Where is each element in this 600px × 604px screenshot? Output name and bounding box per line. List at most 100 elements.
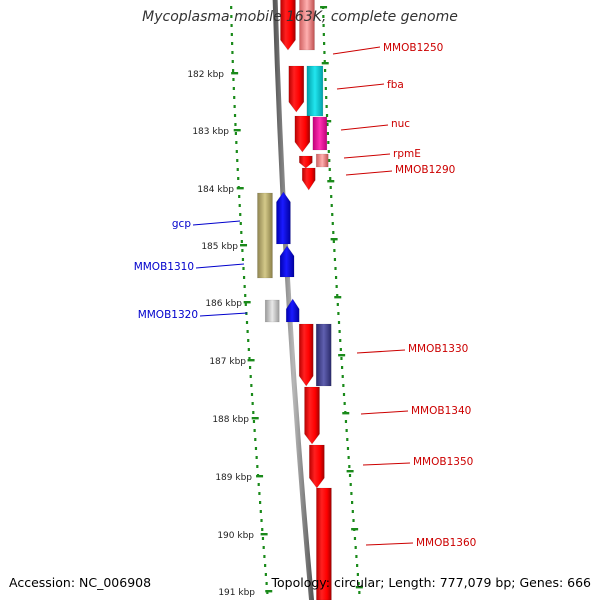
major-tick-outer [330, 238, 338, 241]
major-tick-outer [327, 180, 335, 183]
tick-label: 186 kbp [205, 299, 242, 309]
gene-label-mmob1250[interactable]: MMOB1250 [383, 42, 443, 54]
scale-dot-inner [232, 78, 235, 81]
scale-dot-inner [257, 483, 260, 486]
scale-dot-outer [330, 204, 333, 207]
scale-dot-outer [353, 537, 357, 540]
major-tick-outer [338, 354, 346, 357]
scale-dot-outer [339, 348, 342, 351]
genome-summary-text: Topology: circular; Length: 777,079 bp; … [271, 575, 592, 590]
scale-dot-inner [259, 510, 262, 513]
scale-dot-outer [329, 186, 332, 189]
gene-label-mmob1320[interactable]: MMOB1320 [138, 309, 198, 321]
scale-dot-inner [234, 132, 237, 135]
gene-block-mmob1320 [264, 299, 280, 323]
gene-block-mmob1320-arrow [285, 298, 300, 323]
scale-dot-inner [233, 96, 236, 99]
scale-dot-outer [356, 573, 359, 576]
gene-label-fba[interactable]: fba [387, 79, 404, 91]
scale-dot-outer [346, 447, 350, 450]
gene-block-mmob1250 [299, 0, 315, 51]
gene-label-mmob1290[interactable]: MMOB1290 [395, 164, 455, 176]
scale-dot-outer [332, 231, 335, 234]
scale-dot-outer [334, 276, 338, 279]
scale-dot-outer [329, 177, 332, 180]
scale-dot-inner [237, 177, 240, 180]
scale-dot-outer [325, 114, 329, 117]
gene-label-rpme[interactable]: rpmE [393, 148, 421, 160]
tick-label: 184 kbp [197, 185, 234, 195]
scale-dot-inner [231, 69, 235, 72]
scale-dot-inner [232, 87, 235, 90]
gene-label-gcp[interactable]: gcp [172, 218, 191, 230]
major-tick-inner [231, 72, 239, 75]
scale-dot-outer [322, 24, 325, 27]
scale-dot-outer [341, 375, 344, 378]
scale-dot-inner [248, 366, 252, 369]
gene-block-fba-left [288, 65, 305, 113]
scale-dot-inner [249, 375, 252, 378]
scale-dot-outer [331, 222, 334, 225]
scale-dot-inner [231, 51, 234, 54]
scale-dot-inner [244, 294, 247, 297]
scale-dot-outer [322, 33, 325, 36]
tick-label: 183 kbp [192, 127, 229, 137]
major-tick-outer [355, 586, 363, 589]
leader-line [360, 410, 409, 415]
scale-dot-outer [346, 438, 349, 441]
scale-dot-outer [351, 510, 354, 513]
gene-label-mmob1360[interactable]: MMOB1360 [416, 537, 476, 549]
scale-dot-inner [230, 24, 233, 27]
gene-label-leaders [192, 46, 414, 546]
scale-dot-outer [336, 303, 339, 306]
scale-dot-outer [327, 141, 330, 144]
genome-backbone [272, 0, 315, 604]
major-tick-outer [324, 120, 332, 123]
scale-dot-outer [327, 150, 330, 153]
major-tick-outer [321, 62, 329, 65]
tick-label: 191 kbp [218, 588, 255, 598]
gene-label-mmob1310[interactable]: MMOB1310 [134, 261, 194, 273]
scale-dot-inner [264, 573, 267, 576]
major-tick-inner [233, 129, 241, 132]
scale-dot-outer [338, 330, 341, 333]
leader-line [365, 542, 414, 546]
scale-dot-outer [323, 60, 326, 63]
tick-label: 190 kbp [217, 531, 254, 541]
gene-block-rpme [315, 153, 329, 168]
gene-label-mmob1330[interactable]: MMOB1330 [408, 343, 468, 355]
gene-label-nuc[interactable]: nuc [391, 118, 410, 130]
gene-block-mmob1290 [301, 167, 316, 191]
major-tick-inner [240, 244, 248, 247]
gene-block-nuc-left [294, 115, 311, 153]
gene-block-mmob1330-left [298, 323, 314, 387]
scale-dot-inner [250, 384, 253, 387]
scale-dot-outer [343, 402, 346, 405]
tick-label: 189 kbp [215, 473, 252, 483]
gene-label-mmob1350[interactable]: MMOB1350 [413, 456, 473, 468]
leader-line [192, 220, 241, 226]
scale-dot-inner [235, 141, 238, 144]
scale-dot-outer [337, 312, 340, 315]
major-tick-inner [247, 359, 255, 362]
scale-dot-inner [241, 249, 244, 252]
scale-dot-outer [336, 294, 339, 297]
scale-dot-inner [230, 6, 233, 9]
scale-dot-outer [348, 474, 352, 477]
scale-dot-inner [235, 150, 238, 153]
scale-dot-inner [259, 501, 262, 504]
major-tick-outer [346, 470, 354, 473]
scale-dot-inner [238, 195, 241, 198]
scale-dot-inner [261, 528, 264, 531]
leader-line [332, 46, 381, 55]
leader-line [336, 83, 385, 90]
tick-label: 188 kbp [212, 415, 249, 425]
scale-dot-inner [254, 438, 257, 441]
scale-dot-inner [240, 231, 243, 234]
tick-label: 182 kbp [187, 70, 224, 80]
tick-label: 187 kbp [209, 357, 246, 367]
scale-dot-inner [236, 168, 239, 171]
scale-dot-inner [230, 33, 233, 36]
gene-label-mmob1340[interactable]: MMOB1340 [411, 405, 471, 417]
scale-dot-inner [238, 204, 241, 207]
